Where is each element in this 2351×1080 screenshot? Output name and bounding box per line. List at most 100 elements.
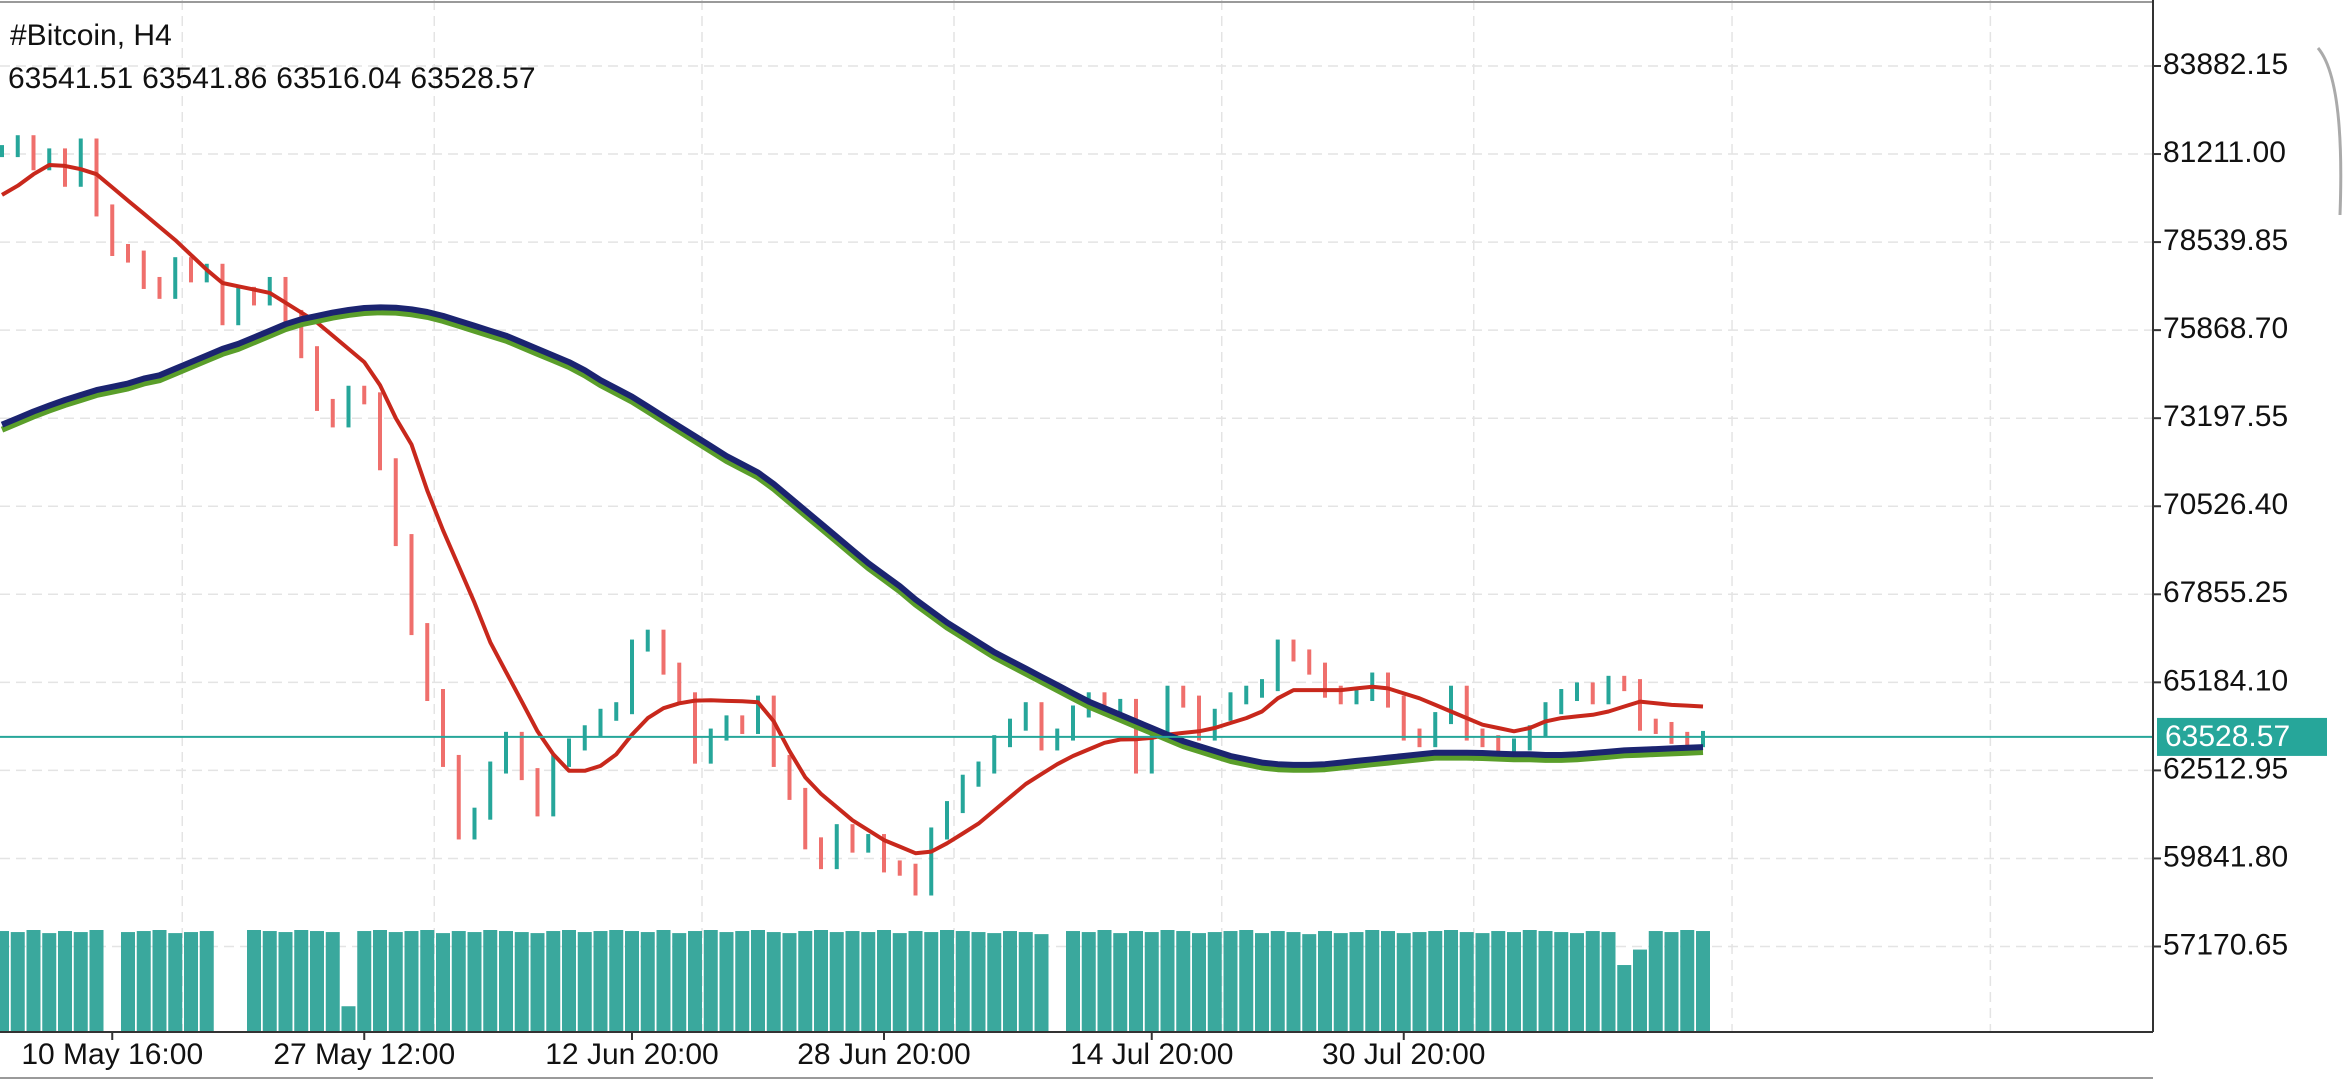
volume-bar <box>971 932 986 1032</box>
y-tick-label: 65184.10 <box>2163 664 2288 697</box>
volume-bar <box>1286 932 1301 1032</box>
price-bar <box>504 731 508 774</box>
volume-bar <box>294 930 309 1032</box>
volume-bar <box>1239 930 1254 1032</box>
price-bar <box>1701 730 1705 748</box>
last-price-label: 63528.57 <box>2165 720 2290 753</box>
volume-bar <box>688 931 702 1032</box>
volume-bar <box>703 930 718 1032</box>
volume-bar <box>152 930 167 1032</box>
y-tick-label: 73197.55 <box>2163 400 2288 433</box>
volume-bar <box>1633 949 1647 1032</box>
ma-layer <box>0 163 2153 856</box>
volume-bar <box>719 932 734 1032</box>
x-tick-label: 28 Jun 20:00 <box>797 1038 970 1071</box>
price-bar <box>315 346 319 411</box>
price-bar <box>1149 728 1154 774</box>
price-bar <box>1275 639 1280 692</box>
volume-bar <box>1428 931 1443 1032</box>
volume-bar <box>58 931 72 1032</box>
price-bar <box>551 754 556 817</box>
open: 63541.51 <box>8 62 134 95</box>
price-bar <box>94 138 99 217</box>
volume-bar <box>1066 931 1080 1032</box>
volume-bar <box>593 931 608 1032</box>
y-tick-label: 83882.15 <box>2163 48 2288 81</box>
volume-bar <box>483 930 498 1032</box>
volume-bar <box>1412 932 1427 1032</box>
volume-bar <box>955 931 970 1032</box>
volume-bar <box>1664 932 1679 1032</box>
volume-bar <box>1522 930 1537 1032</box>
volume-bar <box>1585 931 1600 1032</box>
grid-layer <box>0 0 2153 1032</box>
volume-bar <box>577 932 592 1032</box>
volume-bar <box>672 933 687 1032</box>
price-bar <box>1606 675 1611 705</box>
price-bar <box>189 257 193 283</box>
price-bar <box>1008 718 1012 748</box>
volume-bar <box>782 933 797 1032</box>
price-bar <box>1023 702 1028 731</box>
volume-bar <box>530 933 545 1032</box>
volume-bar <box>546 931 561 1032</box>
price-bar <box>141 250 146 289</box>
price-bar <box>819 837 823 870</box>
price-bar <box>724 715 729 741</box>
price-bar <box>1212 708 1217 741</box>
volume-bar <box>451 931 466 1032</box>
volume-bar <box>1081 932 1096 1032</box>
volume-bar <box>1003 931 1017 1032</box>
price-bar <box>346 385 351 428</box>
price-bar <box>1449 685 1453 725</box>
volume-bar <box>73 932 88 1032</box>
price-bar <box>1512 738 1516 754</box>
volume-bar <box>1160 930 1175 1032</box>
price-bar <box>1496 735 1501 754</box>
price-bar <box>1181 685 1186 708</box>
volume-bar <box>908 931 923 1032</box>
volume-bar <box>1507 932 1521 1032</box>
volume-bar <box>861 932 876 1032</box>
price-bar <box>1433 712 1438 748</box>
price-bar <box>220 263 225 326</box>
volume-bar <box>1696 931 1710 1032</box>
y-tick-label: 78539.85 <box>2163 224 2288 257</box>
volume-bar <box>1349 932 1364 1032</box>
price-bar <box>15 135 20 158</box>
volume-bar <box>845 931 860 1032</box>
price-bar <box>252 286 256 306</box>
price-bar <box>1165 685 1170 741</box>
volume-bar <box>798 931 813 1032</box>
price-bar <box>78 138 83 187</box>
volume-bar <box>10 932 25 1032</box>
volume-bar <box>814 930 828 1032</box>
price-bar <box>787 754 792 800</box>
price-bar <box>693 692 697 764</box>
price-bar <box>456 754 461 840</box>
volume-bar <box>735 931 750 1032</box>
price-bar <box>126 243 130 263</box>
volume-bar <box>1318 931 1332 1032</box>
chart-title: #Bitcoin, H4 <box>10 19 172 52</box>
moving-average <box>0 163 1704 856</box>
y-tick-label: 75868.70 <box>2163 312 2288 345</box>
x-tick-label: 10 May 16:00 <box>21 1038 203 1071</box>
price-bar <box>756 695 760 734</box>
volume-bar <box>325 932 340 1032</box>
volume-bar <box>940 930 954 1032</box>
volume-bar <box>310 931 324 1032</box>
volume-bar <box>1223 931 1238 1032</box>
volume-bar <box>1270 931 1285 1032</box>
volume-bar <box>26 930 41 1032</box>
volume-bar <box>121 932 135 1032</box>
price-bar <box>1071 705 1075 741</box>
price-bar <box>976 761 981 787</box>
volume-layer <box>0 930 1710 1032</box>
volume-bar <box>404 931 419 1032</box>
price-bar <box>614 702 619 721</box>
volume-bar <box>1129 931 1143 1032</box>
